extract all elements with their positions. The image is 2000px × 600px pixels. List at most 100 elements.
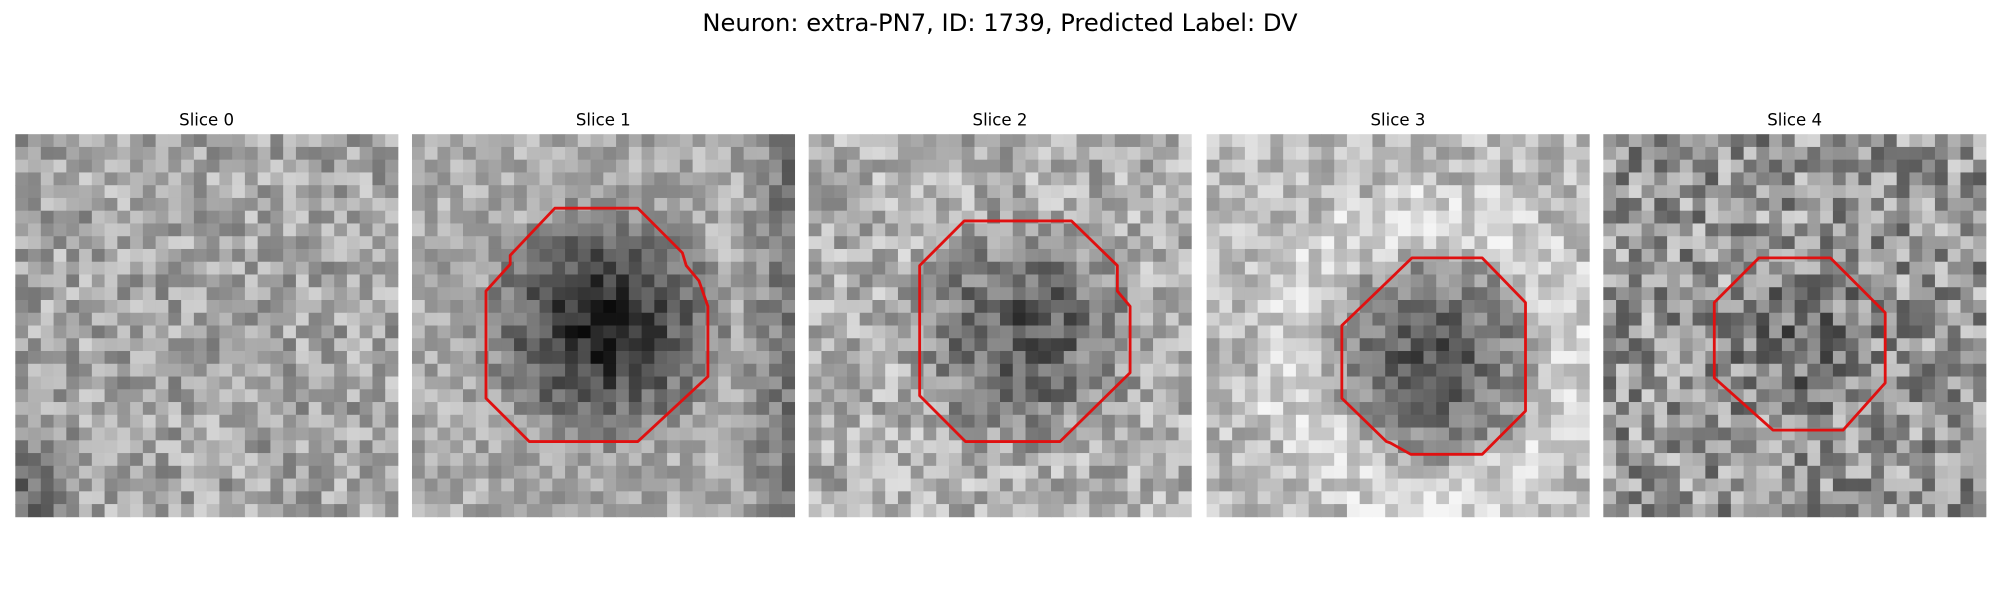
pixel <box>616 351 630 365</box>
pixel <box>53 491 67 505</box>
pixel <box>155 427 169 441</box>
pixel <box>526 172 540 186</box>
pixel <box>1025 414 1039 428</box>
pixel <box>1206 440 1220 454</box>
pixel <box>743 312 757 326</box>
pixel <box>616 236 630 250</box>
pixel <box>1102 146 1116 161</box>
pixel <box>1346 172 1361 186</box>
pixel <box>475 478 489 492</box>
pixel <box>923 414 937 428</box>
pixel <box>1909 440 1923 454</box>
pixel <box>1858 261 1872 275</box>
pixel <box>1896 287 1910 301</box>
pixel <box>117 185 131 199</box>
pixel <box>1308 376 1322 390</box>
pixel <box>28 287 42 301</box>
pixel <box>270 338 284 352</box>
pixel <box>219 414 233 428</box>
pixel <box>424 478 438 492</box>
pixel <box>1436 287 1450 301</box>
pixel <box>1794 210 1808 224</box>
pixel <box>577 351 591 365</box>
pixel <box>1807 491 1821 505</box>
pixel <box>15 197 29 212</box>
pixel <box>91 440 105 454</box>
pixel <box>1743 159 1757 173</box>
pixel <box>526 402 540 416</box>
pixel <box>1321 389 1335 403</box>
pixel <box>1359 248 1373 263</box>
pixel <box>359 389 373 403</box>
pixel <box>1397 248 1412 263</box>
pixel <box>1820 134 1834 148</box>
pixel <box>526 159 540 173</box>
pixel <box>1283 491 1297 505</box>
pixel <box>565 223 579 237</box>
pixel <box>488 363 502 377</box>
pixel <box>743 261 757 275</box>
pixel <box>1512 325 1526 339</box>
pixel <box>667 440 681 454</box>
pixel <box>1114 223 1128 237</box>
pixel <box>1089 389 1103 403</box>
pixel <box>1756 185 1770 199</box>
pixel <box>1603 312 1617 326</box>
pixel <box>1000 402 1014 416</box>
pixel <box>552 389 566 403</box>
pixel <box>1308 185 1322 199</box>
pixel <box>1178 146 1192 161</box>
pixel <box>616 427 630 441</box>
pixel <box>1679 197 1693 212</box>
pixel <box>1692 287 1706 301</box>
pixel <box>1063 453 1077 467</box>
pixel <box>1667 210 1681 224</box>
pixel <box>1244 300 1259 314</box>
pixel <box>1321 414 1335 428</box>
pixel <box>308 478 322 492</box>
pixel <box>1654 210 1668 224</box>
pixel <box>1448 274 1463 288</box>
pixel <box>437 185 451 199</box>
pixel <box>769 465 783 479</box>
pixel <box>577 389 591 403</box>
pixel <box>181 389 195 403</box>
pixel <box>961 185 975 199</box>
pixel <box>1667 389 1681 403</box>
pixel <box>321 440 335 454</box>
pixel <box>1012 338 1026 352</box>
pixel <box>1743 465 1757 479</box>
pixel <box>616 325 630 339</box>
pixel <box>1334 159 1348 173</box>
pixel <box>1140 325 1154 339</box>
pixel <box>1551 478 1565 492</box>
pixel <box>1436 427 1450 441</box>
pixel <box>667 197 681 212</box>
pixel <box>756 300 770 314</box>
pixel <box>628 351 642 365</box>
pixel <box>1563 325 1577 339</box>
pixel <box>1679 351 1693 365</box>
pixel <box>987 185 1001 199</box>
pixel <box>372 223 386 237</box>
pixel <box>1616 427 1630 441</box>
pixel <box>1165 185 1179 199</box>
pixel <box>463 389 477 403</box>
pixel <box>974 185 988 199</box>
pixel <box>1960 351 1974 365</box>
pixel <box>1603 338 1617 352</box>
pixel <box>117 274 131 288</box>
pixel <box>923 261 937 275</box>
pixel <box>961 146 975 161</box>
pixel <box>437 325 451 339</box>
pixel <box>359 287 373 301</box>
pixel <box>1461 414 1475 428</box>
pixel <box>40 402 54 416</box>
pixel <box>679 146 693 161</box>
pixel <box>1114 465 1128 479</box>
pixel <box>1756 172 1770 186</box>
pixel <box>885 185 899 199</box>
pixel <box>872 185 886 199</box>
pixel <box>552 351 566 365</box>
pixel <box>450 440 464 454</box>
